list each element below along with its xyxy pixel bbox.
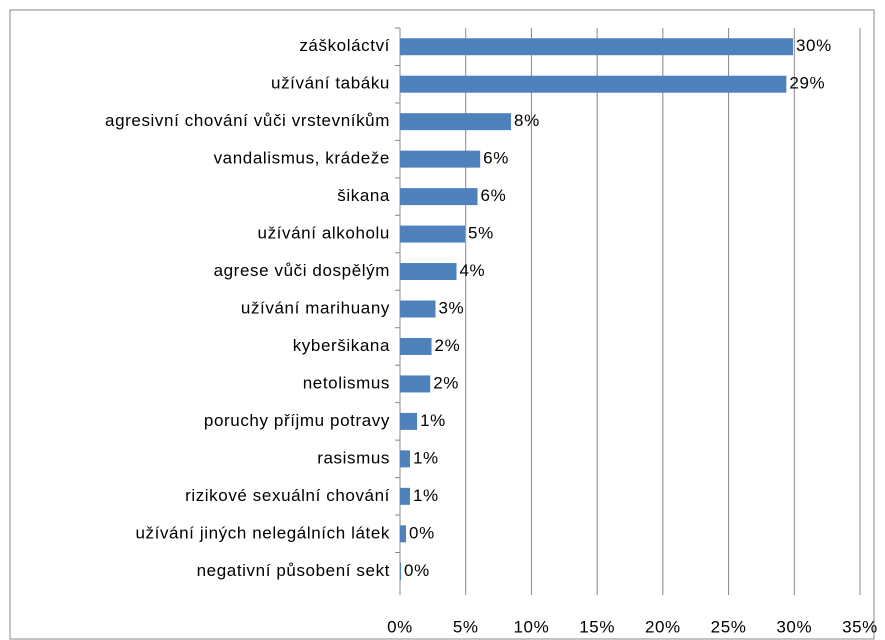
y-tick-label: agresivní chování vůči vrstevníkům — [105, 111, 390, 130]
y-tick-label: záškoláctví — [299, 36, 390, 55]
y-tick-label: vandalismus, krádeže — [214, 149, 390, 168]
x-tick-label: 25% — [711, 617, 747, 636]
data-label: 1% — [420, 411, 446, 430]
data-label: 1% — [413, 448, 439, 467]
x-tick-label: 10% — [514, 617, 550, 636]
x-tick-label: 30% — [776, 617, 812, 636]
bar — [400, 562, 402, 580]
y-tick-label: kyberšikana — [293, 336, 390, 355]
y-tick-label: užívání jiných nelegálních látek — [135, 523, 390, 542]
bar — [400, 225, 466, 243]
data-label: 5% — [468, 224, 494, 243]
data-label: 29% — [789, 74, 825, 93]
bar — [400, 113, 512, 131]
bar — [400, 450, 410, 468]
y-tick-label: užívání tabáku — [271, 74, 390, 93]
bar — [400, 337, 432, 355]
y-tick-label: šikana — [337, 186, 390, 205]
data-label: 4% — [460, 261, 486, 280]
bar — [400, 300, 436, 318]
chart-frame — [9, 9, 875, 640]
y-tick-label: agrese vůči dospělým — [214, 261, 390, 280]
bar — [400, 188, 478, 206]
bar — [400, 75, 787, 93]
bar — [400, 525, 407, 543]
data-label: 8% — [514, 111, 540, 130]
data-label: 2% — [433, 373, 459, 392]
data-label: 2% — [435, 336, 461, 355]
data-label: 0% — [404, 561, 430, 580]
y-tick-label: rasismus — [317, 448, 390, 467]
bar — [400, 150, 481, 168]
x-tick-label: 15% — [579, 617, 615, 636]
data-label: 6% — [483, 149, 509, 168]
data-label: 0% — [409, 523, 435, 542]
data-label: 6% — [481, 186, 507, 205]
y-tick-label: netolismus — [303, 373, 390, 392]
x-tick-label: 0% — [387, 617, 413, 636]
y-tick-label: poruchy příjmu potravy — [204, 411, 390, 430]
y-tick-label: užívání alkoholu — [258, 224, 390, 243]
data-label: 3% — [438, 298, 464, 317]
y-tick-label: užívání marihuany — [241, 298, 390, 317]
bar — [400, 412, 418, 430]
data-label: 1% — [413, 486, 439, 505]
data-label: 30% — [796, 36, 832, 55]
bar — [400, 487, 410, 505]
bar — [400, 375, 431, 393]
x-tick-label: 20% — [645, 617, 681, 636]
y-tick-label: rizikové sexuální chování — [185, 486, 390, 505]
bar — [400, 38, 793, 56]
y-tick-label: negativní působení sekt — [197, 561, 390, 580]
x-tick-label: 35% — [842, 617, 878, 636]
x-tick-label: 5% — [453, 617, 479, 636]
bar — [400, 263, 457, 281]
